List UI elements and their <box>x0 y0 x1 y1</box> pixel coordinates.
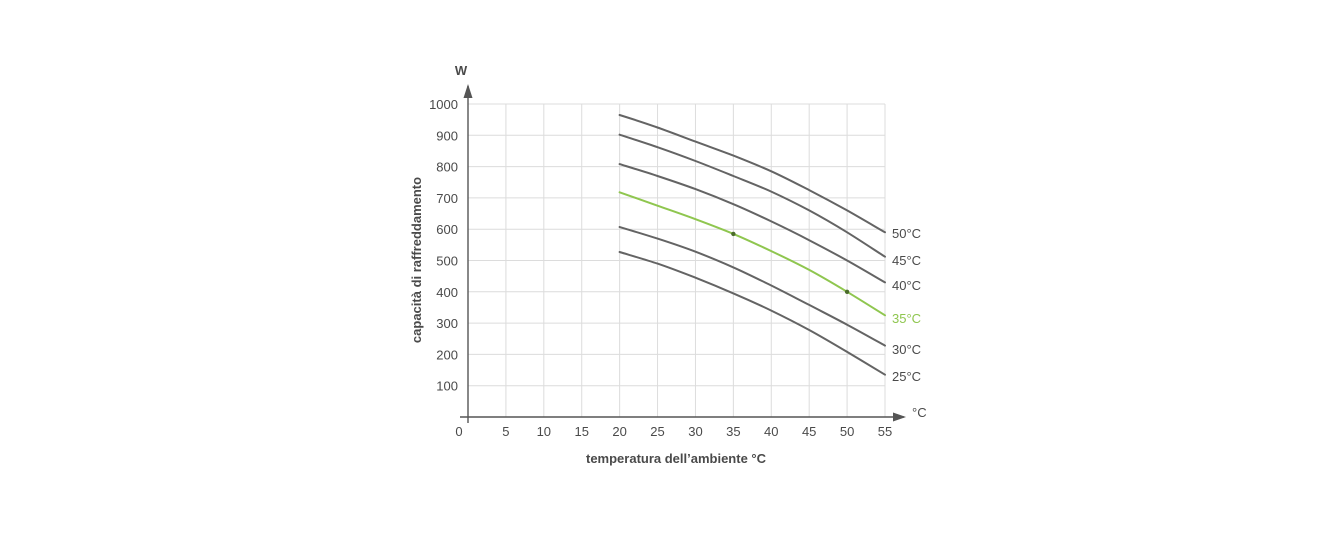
x-axis-arrow <box>893 412 906 422</box>
y-tick-label-600: 600 <box>436 222 458 237</box>
y-tick-label-300: 300 <box>436 316 458 331</box>
x-tick-label-5: 5 <box>502 424 509 439</box>
x-unit-label: °C <box>912 405 927 420</box>
series-line-25C <box>618 251 886 376</box>
x-tick-label-45: 45 <box>802 424 816 439</box>
series-line-45C <box>618 133 886 258</box>
x-tick-label-20: 20 <box>612 424 626 439</box>
series-label-45C: 45°C <box>892 253 921 268</box>
series-line-35C <box>618 191 886 317</box>
y-axis-arrow <box>463 84 473 98</box>
x-axis-title: temperatura dell’ambiente °C <box>586 451 767 466</box>
series-marker-35C-35 <box>731 231 736 237</box>
x-tick-label-40: 40 <box>764 424 778 439</box>
series-label-35C: 35°C <box>892 311 921 326</box>
x-tick-label-0: 0 <box>455 424 462 439</box>
series-label-30C: 30°C <box>892 342 921 357</box>
series <box>618 114 886 376</box>
y-tick-label-200: 200 <box>436 347 458 362</box>
grid <box>468 103 886 417</box>
x-tick-label-55: 55 <box>878 424 892 439</box>
y-tick-label-1000: 1000 <box>429 97 458 112</box>
labels: 0 5 10 15 20 25 30 35 40 45 50 55 100 200 300 400 500 600… <box>409 63 927 466</box>
series-label-25C: 25°C <box>892 369 921 384</box>
series-line-30C <box>618 226 886 347</box>
y-tick-label-700: 700 <box>436 191 458 206</box>
y-tick-label-500: 500 <box>436 254 458 269</box>
y-unit-label: W <box>455 63 468 78</box>
series-label-40C: 40°C <box>892 278 921 293</box>
y-axis-title: capacità di raffreddamento <box>409 177 424 343</box>
y-tick-label-100: 100 <box>436 379 458 394</box>
series-line-50C <box>618 114 886 234</box>
x-tick-label-15: 15 <box>574 424 588 439</box>
x-tick-label-50: 50 <box>840 424 854 439</box>
y-tick-label-800: 800 <box>436 160 458 175</box>
series-line-40C <box>618 163 886 284</box>
x-tick-label-30: 30 <box>688 424 702 439</box>
y-tick-label-900: 900 <box>436 128 458 143</box>
series-marker-35C-50 <box>844 289 850 294</box>
series-label-50C: 50°C <box>892 226 921 241</box>
x-tick-label-25: 25 <box>650 424 664 439</box>
axes <box>460 84 906 423</box>
y-tick-label-400: 400 <box>436 285 458 300</box>
x-tick-label-10: 10 <box>537 424 551 439</box>
x-tick-label-35: 35 <box>726 424 740 439</box>
